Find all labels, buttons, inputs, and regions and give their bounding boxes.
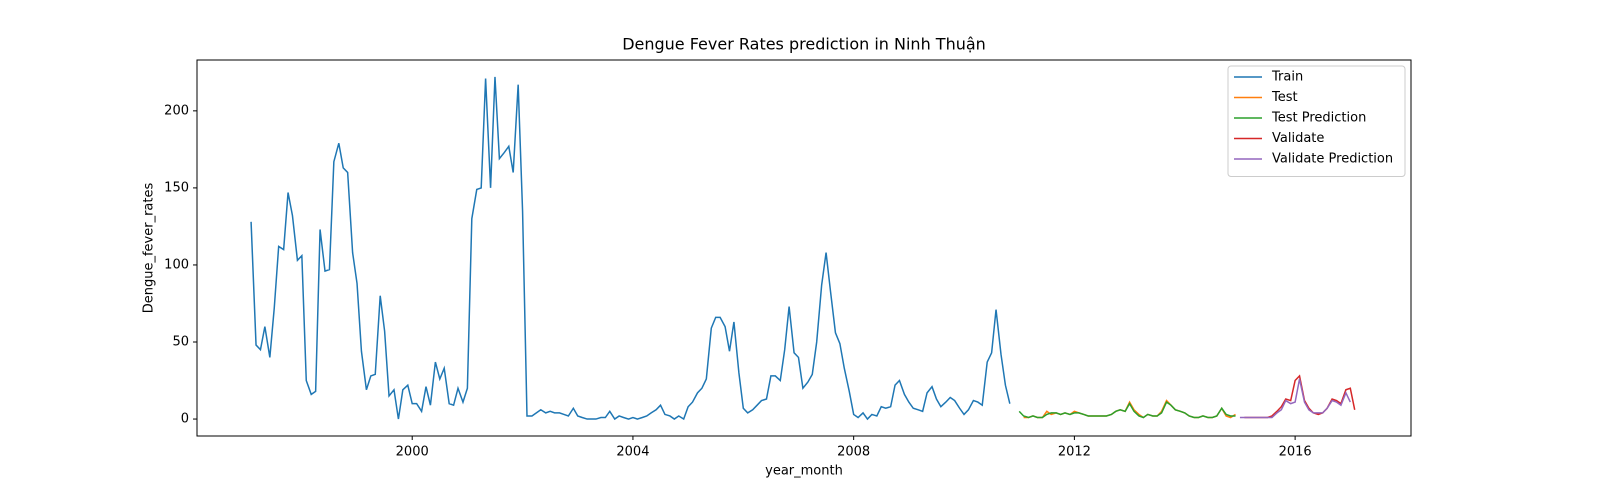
- x-tick-label: 2000: [396, 445, 429, 460]
- y-tick-label: 50: [172, 335, 189, 350]
- legend-label: Test Prediction: [1271, 111, 1366, 126]
- plot-frame: [196, 59, 1412, 437]
- x-tick-label: 2004: [616, 445, 649, 460]
- y-tick-label: 150: [164, 180, 189, 195]
- x-tick-label: 2008: [837, 445, 870, 460]
- series-line: [250, 76, 1011, 421]
- legend-label: Train: [1271, 70, 1303, 85]
- series-line: [1018, 400, 1236, 419]
- y-tick-label: 100: [164, 257, 189, 272]
- y-tick-label: 0: [181, 412, 189, 427]
- legend-label: Test: [1271, 90, 1298, 105]
- x-axis-label: year_month: [765, 464, 843, 479]
- x-tick-label: 2016: [1279, 445, 1312, 460]
- y-axis-label: Dengue_fever_rates: [142, 183, 157, 314]
- legend-box: [1227, 65, 1406, 177]
- chart-title: Dengue Fever Rates prediction in Ninh Th…: [622, 35, 986, 54]
- series-line: [1239, 378, 1351, 419]
- legend-label: Validate Prediction: [1272, 152, 1393, 167]
- x-tick-label: 2012: [1058, 445, 1091, 460]
- legend-label: Validate: [1272, 131, 1324, 146]
- y-tick-label: 200: [164, 103, 189, 118]
